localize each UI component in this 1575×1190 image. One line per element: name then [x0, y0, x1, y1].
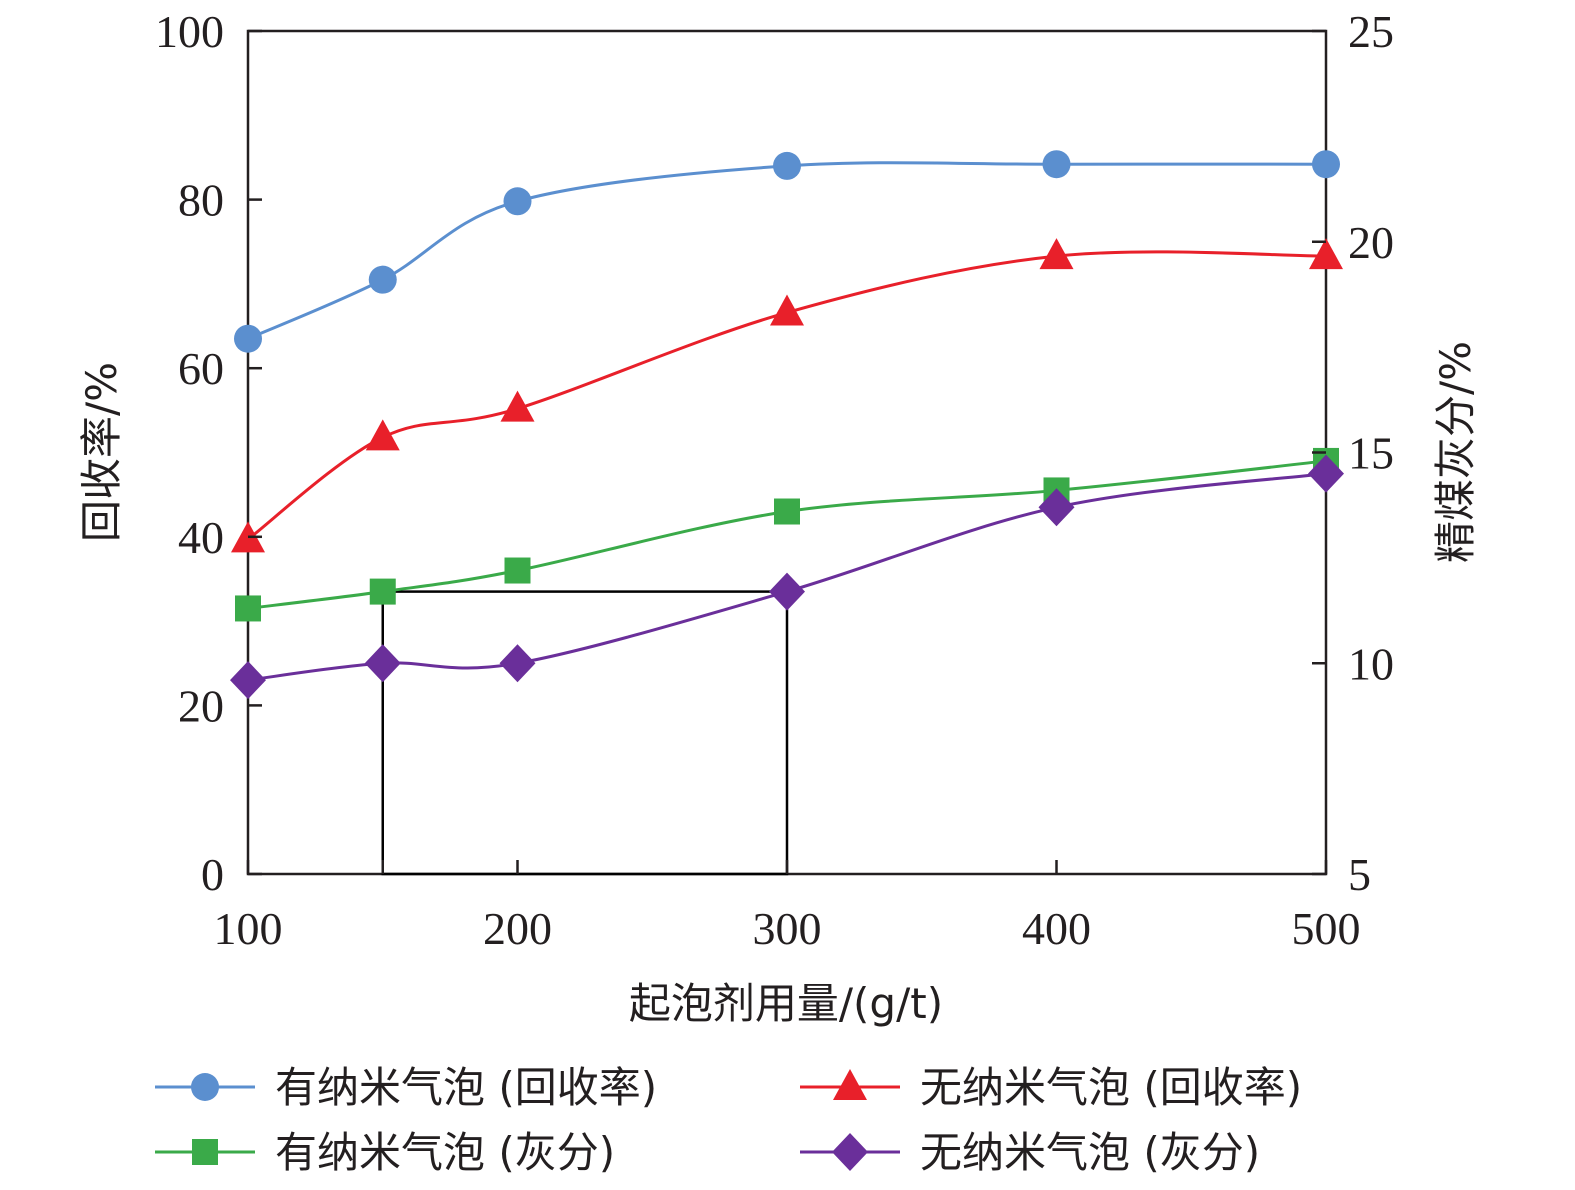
legend-item-3: 有纳米气泡 (灰分) — [155, 1128, 615, 1177]
left-y-axis-title: 回收率/% — [77, 362, 126, 542]
data-point — [774, 498, 800, 525]
data-point — [235, 595, 261, 622]
left-y-tick-label: 80 — [178, 175, 224, 226]
x-axis-title: 起泡剂用量/(g/t) — [629, 979, 943, 1028]
legend-label: 有纳米气泡 (回收率) — [275, 1063, 657, 1112]
left-y-tick-label: 0 — [201, 849, 224, 900]
legend-label: 无纳米气泡 (灰分) — [920, 1128, 1260, 1177]
legend-marker — [833, 1069, 867, 1100]
data-point — [1312, 150, 1340, 179]
left-y-tick-label: 100 — [155, 6, 224, 57]
left-y-tick-label: 60 — [178, 343, 224, 394]
data-point — [503, 187, 532, 216]
right-y-tick-label: 10 — [1348, 638, 1394, 689]
x-tick-label: 300 — [753, 903, 822, 954]
data-point — [499, 644, 536, 683]
data-point — [504, 557, 531, 584]
legend-label: 有纳米气泡 (灰分) — [275, 1128, 615, 1177]
data-point — [234, 324, 262, 353]
data-point — [365, 419, 400, 451]
right-y-tick-label: 5 — [1348, 849, 1371, 900]
legend: 有纳米气泡 (回收率) 无纳米气泡 (回收率) 有纳米气泡 (灰分) 无纳米气泡 (灰… — [155, 1063, 1302, 1177]
data-point — [773, 151, 801, 180]
legend-marker — [192, 1139, 218, 1165]
left-y-tick-label: 20 — [178, 680, 224, 731]
right-y-tick-label: 20 — [1348, 217, 1394, 268]
right-y-tick-label: 15 — [1348, 428, 1394, 479]
data-point — [364, 644, 401, 683]
series-layer — [230, 150, 1344, 700]
x-tick-label: 200 — [483, 903, 552, 954]
data-point — [368, 265, 397, 294]
x-tick-label: 400 — [1022, 903, 1091, 954]
series-1 — [234, 150, 1340, 353]
data-point — [369, 578, 396, 605]
legend-item-2: 无纳米气泡 (回收率) — [800, 1063, 1302, 1112]
x-tick-label: 500 — [1292, 903, 1361, 954]
data-point — [1039, 238, 1074, 270]
legend-item-1: 有纳米气泡 (回收率) — [155, 1063, 657, 1112]
ticks-layer: 0 20 40 60 80 100 5 10 15 20 25 100 200 300 400 500 — [155, 6, 1394, 954]
legend-marker — [191, 1073, 219, 1101]
data-point — [1308, 454, 1344, 493]
data-point — [770, 294, 804, 326]
legend-marker — [832, 1133, 868, 1171]
series-3 — [235, 447, 1339, 622]
data-point — [230, 661, 266, 700]
data-point — [1038, 488, 1075, 527]
data-point — [769, 572, 805, 611]
annotation-layer — [381, 590, 789, 876]
data-point — [1309, 238, 1343, 270]
highlight-box — [381, 590, 789, 876]
data-point — [500, 390, 535, 422]
left-y-tick-label: 40 — [178, 512, 224, 563]
right-y-tick-label: 25 — [1348, 6, 1394, 57]
x-tick-label: 100 — [214, 903, 283, 954]
data-point — [1042, 150, 1071, 179]
legend-label: 无纳米气泡 (回收率) — [920, 1063, 1302, 1112]
legend-item-4: 无纳米气泡 (灰分) — [800, 1128, 1260, 1177]
right-y-axis-title: 精煤灰分/% — [1431, 341, 1480, 563]
series-4 — [230, 454, 1344, 700]
